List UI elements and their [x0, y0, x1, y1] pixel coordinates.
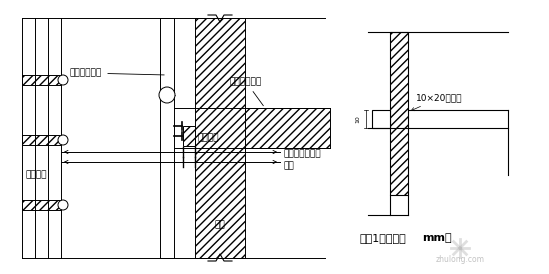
Bar	[195, 18, 245, 258]
Text: 外侧配大模板: 外侧配大模板	[70, 68, 164, 78]
Bar	[390, 32, 408, 195]
Text: 外墙: 外墙	[215, 221, 226, 230]
Text: 拉接: 拉接	[283, 161, 294, 170]
Text: 穿墙螺栓与外架: 穿墙螺栓与外架	[283, 150, 321, 158]
Text: 节炱1（单位：: 节炱1（单位：	[360, 233, 407, 243]
Bar	[160, 18, 174, 258]
Bar	[245, 108, 330, 148]
Circle shape	[58, 135, 68, 145]
Bar	[22, 135, 61, 145]
Text: 通长木方: 通长木方	[197, 133, 219, 142]
Text: 外脉手架: 外脉手架	[25, 170, 47, 179]
Bar	[22, 75, 61, 85]
Circle shape	[159, 87, 175, 103]
Text: 10: 10	[356, 115, 361, 123]
Text: mm）: mm）	[422, 233, 452, 243]
Text: 10×20明缝条: 10×20明缝条	[411, 93, 462, 111]
Text: 内侧配木模板: 内侧配木模板	[230, 78, 264, 106]
Text: zhulong.com: zhulong.com	[435, 255, 485, 264]
Circle shape	[58, 200, 68, 210]
Circle shape	[58, 75, 68, 85]
Bar	[372, 110, 390, 128]
Bar	[183, 126, 195, 146]
Bar	[22, 200, 61, 210]
